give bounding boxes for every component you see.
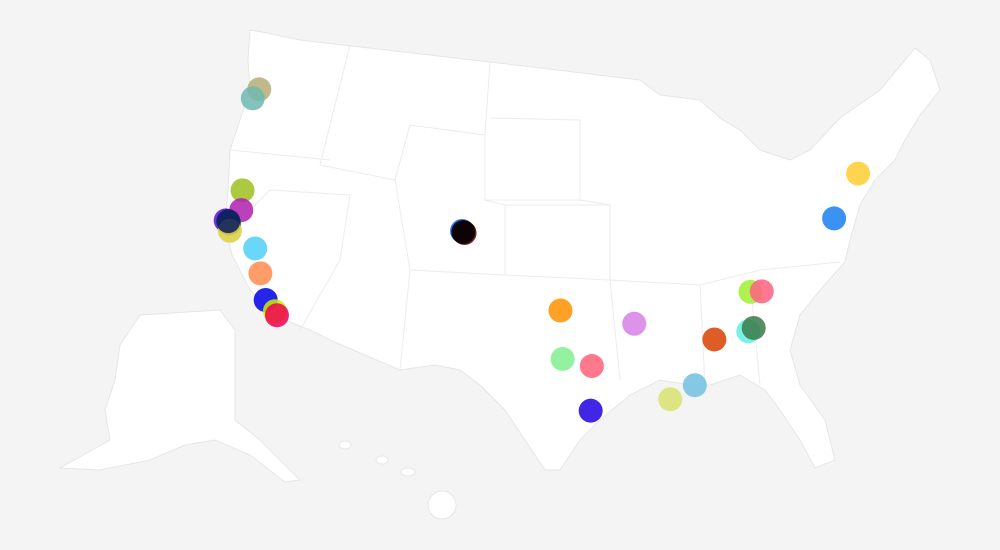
location-marker[interactable] <box>846 161 871 186</box>
location-marker[interactable] <box>702 327 727 352</box>
hawaii-island <box>338 440 352 450</box>
location-marker[interactable] <box>822 206 847 231</box>
markers <box>213 77 871 423</box>
location-marker[interactable] <box>248 261 273 286</box>
location-marker[interactable] <box>749 279 774 304</box>
location-marker[interactable] <box>578 398 603 423</box>
location-marker[interactable] <box>579 354 604 379</box>
location-marker[interactable] <box>682 373 707 398</box>
hawaii-island <box>375 455 389 465</box>
location-marker[interactable] <box>658 387 683 412</box>
hawaii <box>338 440 457 520</box>
location-marker[interactable] <box>451 220 476 245</box>
location-marker[interactable] <box>550 346 575 371</box>
hawaii-island <box>427 490 457 520</box>
lower-48 <box>224 29 941 471</box>
location-marker[interactable] <box>243 236 268 261</box>
location-marker[interactable] <box>216 209 241 234</box>
location-marker[interactable] <box>240 86 265 111</box>
location-marker[interactable] <box>741 315 766 340</box>
location-marker[interactable] <box>230 178 255 203</box>
location-marker[interactable] <box>622 311 647 336</box>
hawaii-island <box>400 467 416 477</box>
location-marker[interactable] <box>264 303 289 328</box>
alaska <box>58 309 302 483</box>
location-marker[interactable] <box>548 298 573 323</box>
